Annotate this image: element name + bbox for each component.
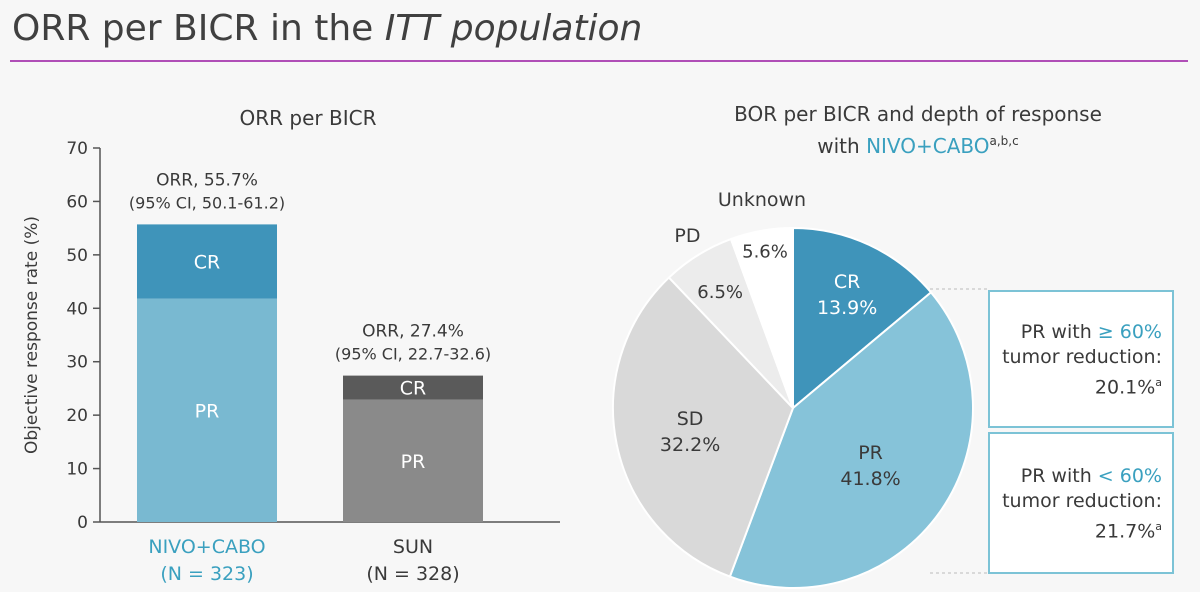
bar-segment-label: PR	[401, 451, 426, 473]
x-category-label: SUN	[393, 536, 433, 558]
title-italic: ITT population	[384, 8, 643, 49]
pie-slice-name: Unknown	[718, 189, 806, 211]
pr-lt60-sup: a	[1155, 520, 1162, 533]
y-tick-label: 40	[66, 299, 88, 319]
pie-slice-value: 32.2%	[660, 434, 720, 456]
bar-cr-1	[343, 375, 483, 400]
pie-slice-value: 13.9%	[817, 297, 877, 319]
y-tick-label: 70	[66, 139, 88, 159]
bar-pr-1	[343, 399, 483, 522]
pie-slice-cr	[792, 226, 933, 411]
bar-segment-label: CR	[194, 252, 220, 274]
ci-annotation: (95% CI, 22.7-32.6)	[335, 345, 491, 364]
pie-title-prefix: with	[817, 134, 866, 158]
x-category-label: NIVO+CABO	[148, 536, 265, 558]
bar-segment-label: PR	[195, 400, 220, 422]
y-tick-label: 10	[66, 460, 88, 480]
pr-lt60-box: PR with < 60% tumor reduction: 21.7%a	[988, 432, 1174, 574]
pie-slice-unknown	[729, 226, 794, 409]
pie-title-highlight: NIVO+CABO	[866, 134, 989, 158]
pie-slice-value: 41.8%	[840, 468, 900, 490]
bar-cr-0	[137, 224, 277, 299]
pie-slice-name: CR	[834, 271, 860, 293]
x-category-n: (N = 328)	[366, 563, 459, 585]
pr-ge60-box: PR with ≥ 60% tumor reduction: 20.1%a	[988, 290, 1174, 428]
pie-slice-value: 5.6%	[742, 241, 788, 262]
y-tick-label: 20	[66, 406, 88, 426]
orr-annotation: ORR, 55.7%	[156, 170, 258, 190]
pie-slice-name: PR	[858, 442, 883, 464]
pr-lt60-line2: tumor reduction:	[1002, 490, 1162, 512]
orr-bar-chart: ORR per BICR Objective response rate (%) 0…	[22, 106, 560, 585]
pr-lt60-prefix: PR with	[1020, 465, 1092, 487]
bar-segment-label: CR	[400, 378, 426, 400]
pie-title-line1: BOR per BICR and depth of response	[734, 102, 1102, 126]
pr-ge60-prefix: PR with	[1020, 321, 1092, 343]
pr-ge60-threshold: ≥ 60%	[1097, 321, 1162, 343]
y-axis-label: Objective response rate (%)	[22, 216, 42, 454]
y-tick-label: 0	[77, 513, 88, 533]
pie-slice-sd	[612, 276, 795, 578]
title-main: ORR per BICR in the	[12, 8, 374, 49]
pr-lt60-threshold: < 60%	[1097, 465, 1162, 487]
bar-chart-title: ORR per BICR	[240, 106, 377, 130]
page-title: ORR per BICR in the ITT population	[12, 8, 642, 49]
title-underline	[10, 60, 1188, 62]
pie-title-line2: with NIVO+CABOa,b,c	[817, 134, 1018, 158]
pie-title-sup: a,b,c	[990, 134, 1019, 148]
y-tick-label: 60	[66, 192, 88, 212]
x-category-n: (N = 323)	[160, 563, 253, 585]
pr-ge60-sup: a	[1155, 376, 1162, 389]
pr-lt60-value: 21.7%	[1094, 520, 1156, 543]
pr-ge60-line2: tumor reduction:	[1002, 346, 1162, 368]
y-tick-label: 50	[66, 246, 88, 266]
pr-ge60-value: 20.1%	[1094, 376, 1156, 399]
pie-slice-name: SD	[677, 408, 704, 430]
pie-slice-value: 6.5%	[697, 282, 743, 303]
y-tick-label: 30	[66, 353, 88, 373]
orr-annotation: ORR, 27.4%	[362, 322, 464, 342]
pie-slice-pr	[728, 290, 974, 589]
pie-slice-name: PD	[674, 225, 700, 247]
ci-annotation: (95% CI, 50.1-61.2)	[129, 193, 285, 212]
bar-pr-0	[137, 298, 277, 522]
